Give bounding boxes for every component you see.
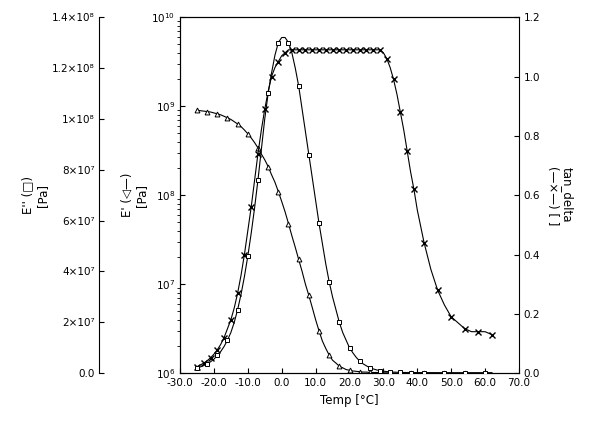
Y-axis label: E' (◁—)
[Pa]: E' (◁—) [Pa] <box>121 173 148 218</box>
X-axis label: Temp [°C]: Temp [°C] <box>320 394 379 407</box>
Y-axis label: E'' (□)
[Pa]: E'' (□) [Pa] <box>21 176 49 214</box>
Y-axis label: tan_delta
(—×—) [ ]: tan_delta (—×—) [ ] <box>546 166 574 225</box>
